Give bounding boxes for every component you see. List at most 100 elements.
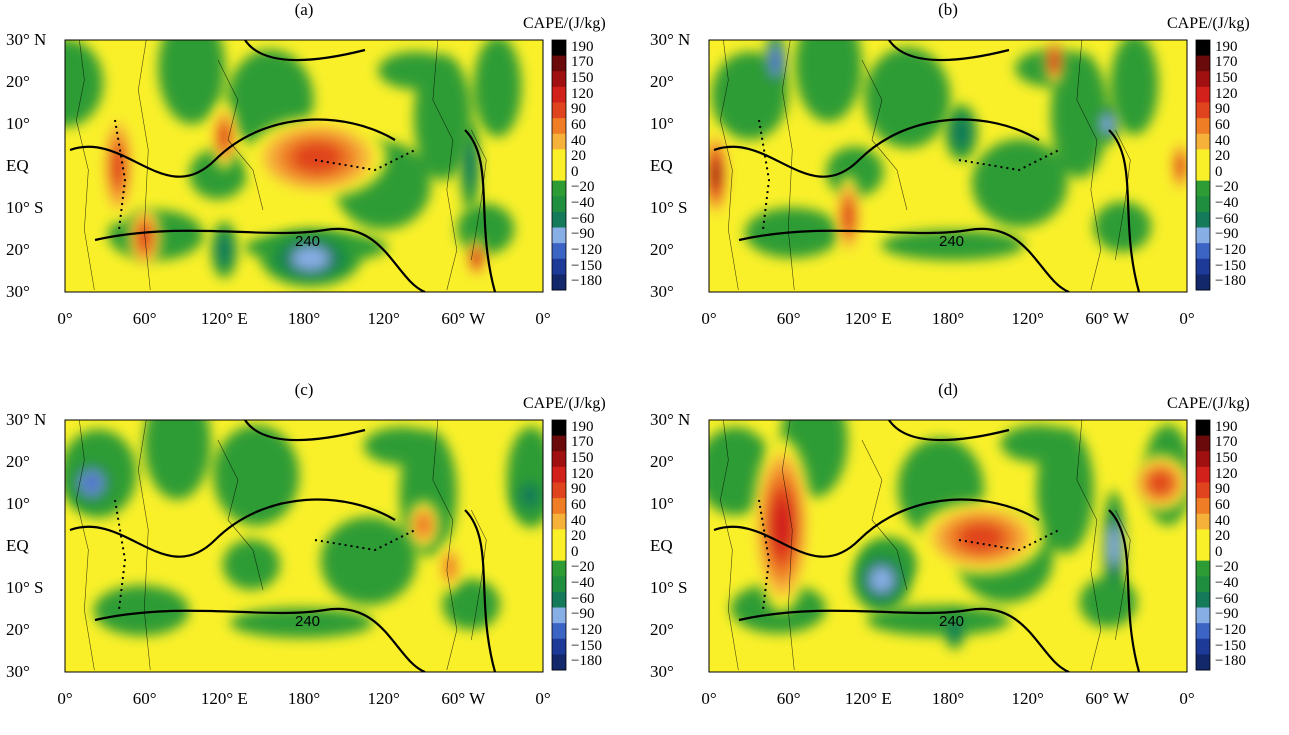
colorbar-label: −40: [1215, 575, 1239, 592]
y-tick-label: 10° S: [6, 198, 44, 217]
colorbar-label: 0: [571, 543, 579, 560]
contour-240: [244, 40, 366, 62]
colorbar-label: −90: [1215, 226, 1239, 243]
colorbar-label: −180: [1215, 653, 1246, 670]
cape-feature: [1049, 52, 1060, 70]
x-tick-label: 120°: [367, 309, 400, 328]
colorbar-label: 190: [1215, 418, 1238, 435]
colorbar-label: −180: [571, 273, 602, 290]
colorbar-swatch: [552, 654, 566, 671]
cape-feature: [958, 523, 1005, 552]
panel-d: (d) CAPE/(J/kg) 240 190 170 150 120 90 60 40 20 0 −2…: [644, 380, 1284, 735]
y-tick-label: 30° N: [6, 410, 47, 429]
colorbar-swatch: [1196, 243, 1210, 260]
colorbar-swatch: [552, 529, 566, 546]
x-tick-label: 180°: [287, 689, 321, 708]
cape-feature: [464, 145, 476, 187]
colorbar-swatch: [552, 513, 566, 530]
colorbar-label: 170: [571, 54, 594, 71]
y-tick-label: 30°: [650, 662, 674, 681]
coastline: [217, 439, 264, 591]
colorbar-label: 120: [1215, 85, 1238, 102]
cape-band: [143, 420, 211, 500]
colorbar-swatch: [1196, 165, 1210, 182]
colorbar-label: 40: [571, 132, 586, 149]
colorbar-frame: [1195, 39, 1211, 291]
colorbar-swatch: [1196, 180, 1210, 197]
colorbar-label: 90: [1215, 101, 1230, 118]
cape-band: [65, 40, 104, 127]
colorbar-swatch: [1196, 638, 1210, 655]
colorbar-label: −60: [1215, 590, 1239, 607]
colorbar-swatch: [552, 55, 566, 72]
colorbar-swatch: [1196, 607, 1210, 624]
colorbar-label: −20: [571, 179, 595, 196]
x-tick-label: 0°: [57, 309, 73, 328]
cape-band: [971, 139, 1068, 228]
colorbar-swatch: [1196, 71, 1210, 88]
colorbar-title: CAPE/(J/kg): [1167, 395, 1250, 412]
coastline: [432, 40, 458, 291]
colorbar-label: −20: [571, 559, 595, 576]
contour-label: 240: [295, 233, 320, 250]
colorbar-label: −150: [1215, 637, 1246, 654]
colorbar-label: −120: [1215, 621, 1246, 638]
coastline: [1076, 420, 1102, 671]
cape-band: [864, 47, 951, 149]
colorbar-label: 0: [571, 163, 579, 180]
colorbar-swatch: [552, 420, 566, 437]
cape-feature: [869, 566, 894, 593]
cape-band: [213, 425, 300, 526]
x-tick-label: 120° E: [844, 309, 892, 328]
map-svg: 240: [708, 419, 1211, 673]
contour-label: 240: [939, 233, 964, 250]
cape-band: [229, 607, 374, 638]
coastline: [217, 59, 264, 211]
map-frame: [64, 39, 544, 293]
colorbar-swatch: [1196, 40, 1210, 57]
colorbar-swatch: [552, 118, 566, 135]
cape-feature: [218, 123, 231, 150]
contour-240: [713, 498, 1040, 558]
colorbar-swatch: [1196, 545, 1210, 562]
colorbar-title: CAPE/(J/kg): [523, 15, 606, 32]
y-tick-label: 20°: [6, 620, 30, 639]
colorbar-frame: [551, 419, 567, 671]
colorbar-swatch: [1196, 623, 1210, 640]
x-tick-label: 180°: [931, 309, 965, 328]
coastline: [720, 40, 739, 291]
y-tick-label: 20°: [6, 72, 30, 91]
colorbar-swatch: [1196, 435, 1210, 452]
colorbar-label: −20: [1215, 179, 1239, 196]
map-svg: 240: [64, 39, 567, 293]
x-tick-label: 120°: [1011, 689, 1044, 708]
colorbar-label: 40: [1215, 132, 1230, 149]
colorbar-swatch: [552, 638, 566, 655]
colorbar-swatch: [1196, 513, 1210, 530]
dotted-contour: [314, 529, 416, 552]
colorbar-swatch: [552, 451, 566, 468]
dotted-contour: [958, 149, 1060, 172]
colorbar-label: 20: [1215, 528, 1230, 545]
contour-240: [464, 129, 497, 292]
colorbar-label: 150: [1215, 450, 1238, 467]
colorbar-label: −150: [571, 257, 602, 274]
colorbar-label: −120: [571, 621, 602, 638]
y-tick-label: 10°: [650, 494, 674, 513]
y-tick-label: 20°: [6, 452, 30, 471]
colorbar-swatch: [552, 211, 566, 228]
dotted-contour: [114, 119, 127, 231]
cape-feature: [443, 555, 457, 579]
colorbar-swatch: [552, 607, 566, 624]
colorbar-label: 170: [1215, 434, 1238, 451]
y-tick-label: 20°: [650, 620, 674, 639]
cape-band: [881, 230, 1025, 261]
colorbar-label: 120: [1215, 465, 1238, 482]
cape-band: [363, 427, 441, 465]
colorbar-label: 0: [1215, 163, 1223, 180]
colorbar-label: 90: [571, 101, 586, 118]
coastline: [137, 40, 151, 291]
contour-240: [888, 40, 1010, 62]
colorbar-swatch: [1196, 420, 1210, 437]
colorbar-swatch: [1196, 196, 1210, 213]
